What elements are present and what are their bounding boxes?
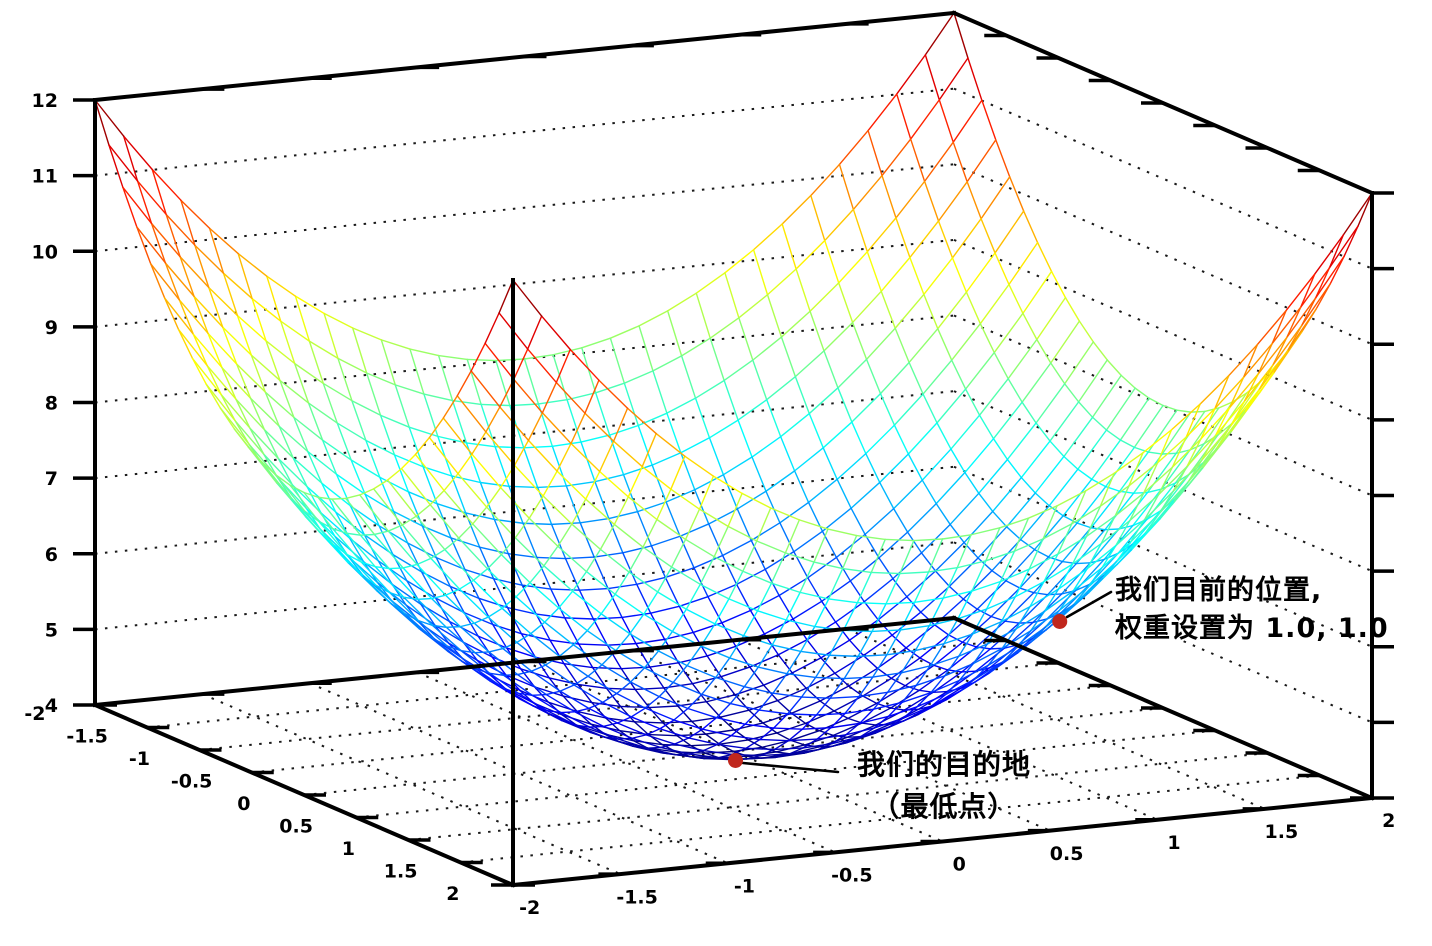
z-tick-label: 4	[45, 695, 58, 717]
annotation-destination-line1: 我们的目的地	[856, 748, 1031, 781]
annotation-markers	[728, 590, 1113, 774]
y-tick-label: 0.5	[1050, 843, 1084, 865]
annotation-current-line1: 我们目前的位置,	[1115, 575, 1323, 606]
z-tick-label: 12	[32, 90, 58, 112]
x-tick-label: 1	[342, 838, 355, 860]
x-tick-label: -2	[24, 703, 45, 725]
annotation-destination-line2: （最低点）	[871, 790, 1017, 823]
z-tick-label: 11	[32, 166, 58, 188]
destination-marker	[728, 753, 743, 768]
z-tick-label: 5	[45, 619, 58, 641]
y-tick-label: 1	[1167, 832, 1180, 854]
x-tick-label: -0.5	[171, 771, 213, 793]
y-tick-label: 1.5	[1265, 821, 1299, 843]
z-tick-label: 6	[45, 544, 58, 566]
y-tick-label: 2	[1382, 810, 1395, 832]
z-tick-label: 9	[45, 317, 58, 339]
current-position-marker	[1052, 614, 1068, 629]
x-tick-label: 0.5	[279, 816, 313, 838]
x-tick-label: -1	[129, 748, 150, 770]
z-tick-label: 8	[45, 393, 58, 415]
tick-marks	[73, 22, 1394, 887]
annotation-destination: 我们的目的地 （最低点）	[838, 744, 1050, 828]
x-tick-label: 0	[237, 793, 250, 815]
y-tick-label: -1	[734, 875, 755, 897]
x-tick-label: 2	[446, 883, 459, 905]
annotation-current-line2: 权重设置为 1.0, 1.0	[1115, 613, 1389, 644]
x-tick-label: -1.5	[66, 726, 108, 748]
y-tick-label: -2	[519, 897, 540, 919]
z-tick-label: 7	[45, 468, 58, 490]
z-tick-label: 10	[32, 241, 58, 263]
y-tick-label: -1.5	[616, 886, 658, 908]
surface-mesh	[94, 12, 1373, 761]
y-tick-label: -0.5	[831, 865, 873, 887]
x-tick-label: 1.5	[384, 861, 418, 883]
annotation-current-position: 我们目前的位置, 权重设置为 1.0, 1.0	[1115, 572, 1389, 648]
y-tick-label: 0	[953, 854, 966, 876]
